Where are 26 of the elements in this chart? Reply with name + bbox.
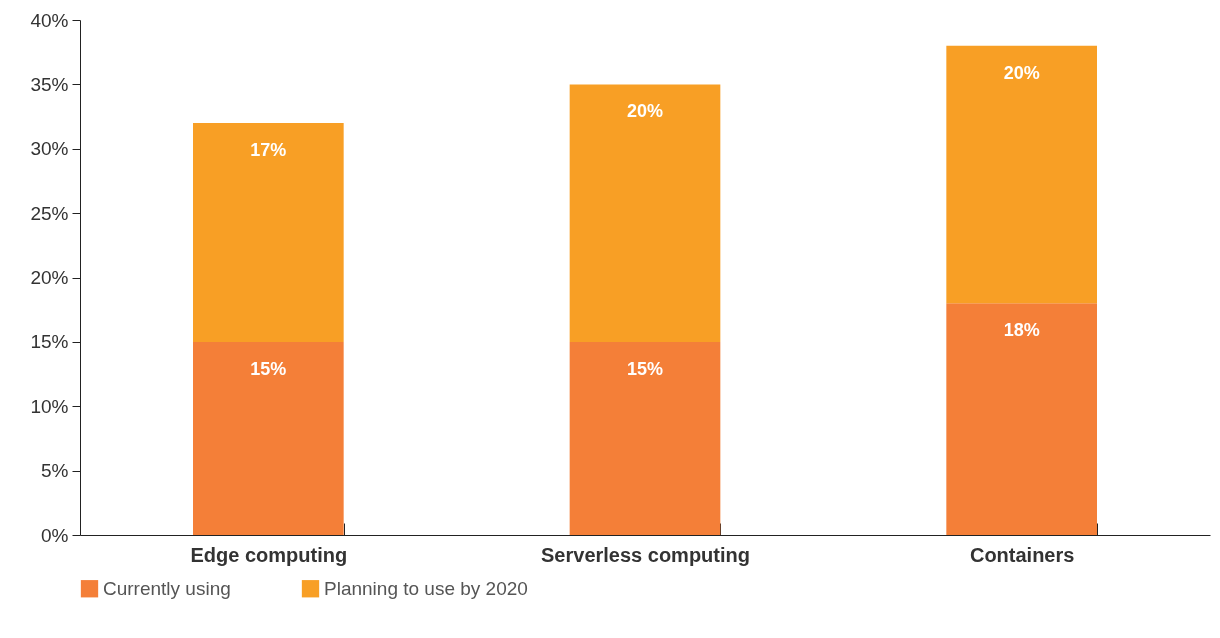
bar — [193, 341, 344, 535]
data-label: 20% — [626, 101, 664, 122]
data-label: 20% — [1003, 62, 1040, 83]
y-tick-label: 10% — [30, 395, 69, 417]
bar — [946, 303, 1097, 535]
data-label: 15% — [626, 358, 664, 379]
x-tick-label: Serverless computing — [541, 543, 750, 566]
y-tick-label: 25% — [30, 202, 69, 224]
y-tick-label: 5% — [41, 460, 69, 482]
data-label: 18% — [1003, 320, 1040, 341]
y-tick-label: 30% — [30, 138, 69, 160]
bar — [946, 45, 1097, 304]
data-label: 15% — [250, 358, 287, 379]
x-tick-label: Edge computing — [190, 543, 348, 566]
bar — [569, 84, 721, 342]
legend-label: Planning to use by 2020 — [324, 577, 528, 599]
x-tick-label: Containers — [969, 543, 1075, 566]
y-tick-label: 40% — [30, 9, 69, 31]
y-tick-label: 20% — [30, 267, 69, 288]
bar — [193, 123, 344, 342]
data-label: 17% — [250, 140, 287, 160]
y-tick-label: 35% — [30, 73, 69, 95]
bar — [569, 341, 721, 535]
legend-label: Currently using — [103, 577, 231, 599]
y-tick-label: 15% — [30, 331, 69, 353]
y-tick-label: 0% — [41, 524, 69, 546]
